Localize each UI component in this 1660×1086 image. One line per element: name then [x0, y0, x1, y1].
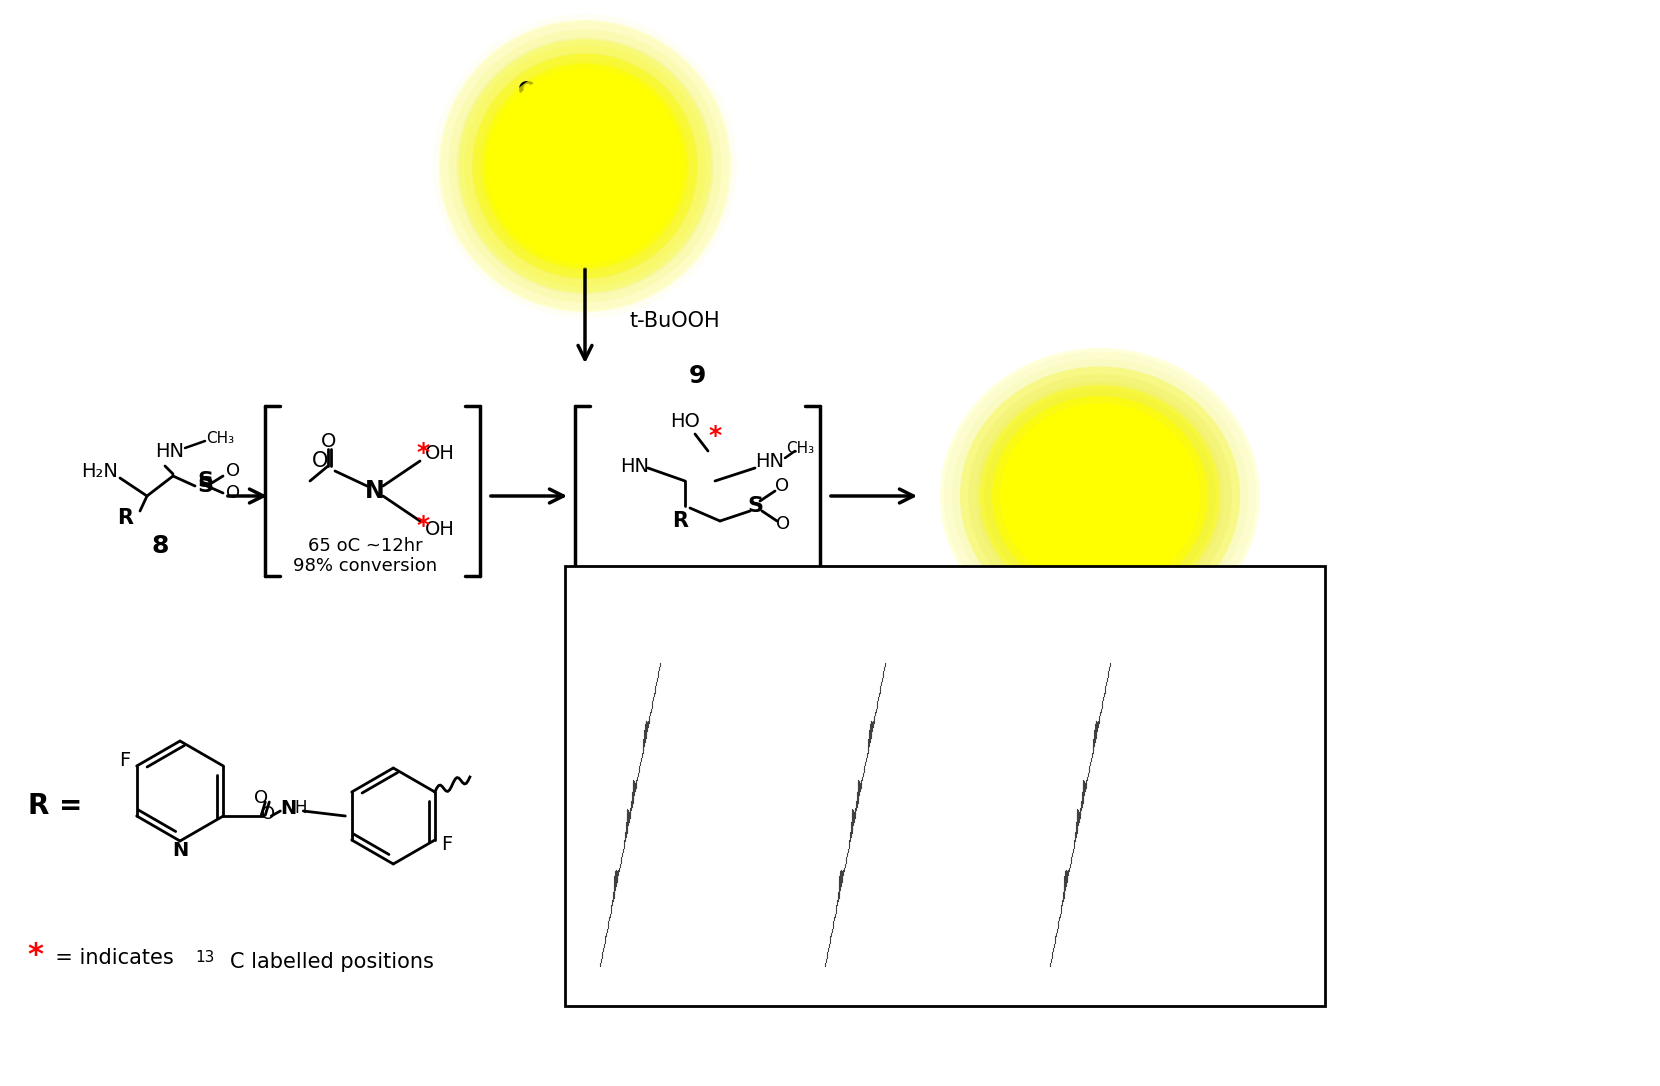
Text: O: O — [226, 484, 241, 502]
Text: 10: 10 — [1082, 599, 1117, 623]
Text: C: C — [1084, 639, 1096, 654]
Text: 3350: 3350 — [1076, 981, 1104, 992]
Text: OH: OH — [425, 519, 455, 539]
Text: 3350: 3350 — [636, 981, 664, 992]
Text: N: N — [173, 842, 188, 860]
Text: 65 oC ~12hr
98% conversion: 65 oC ~12hr 98% conversion — [292, 536, 437, 576]
Ellipse shape — [440, 22, 729, 311]
Text: C labelled positions: C labelled positions — [231, 952, 433, 972]
Text: = indicates: = indicates — [42, 948, 174, 968]
Ellipse shape — [473, 54, 697, 278]
Text: CH₃: CH₃ — [785, 441, 813, 455]
Text: 3350: 3350 — [857, 981, 885, 992]
Text: 3300: 3300 — [807, 981, 833, 992]
Ellipse shape — [448, 29, 722, 303]
Ellipse shape — [488, 68, 682, 264]
Ellipse shape — [480, 61, 691, 272]
Ellipse shape — [458, 39, 712, 293]
Text: *: * — [1116, 424, 1129, 449]
Text: O: O — [261, 805, 276, 823]
Ellipse shape — [438, 20, 732, 313]
Text: *: * — [417, 514, 430, 538]
Ellipse shape — [465, 46, 706, 287]
Text: CH₃: CH₃ — [1154, 445, 1180, 459]
Text: S: S — [1142, 514, 1157, 534]
Ellipse shape — [968, 374, 1232, 618]
Text: HN: HN — [621, 456, 649, 476]
Text: F: F — [442, 835, 453, 855]
Text: O: O — [1160, 525, 1174, 543]
Text: S: S — [198, 471, 212, 491]
Text: O: O — [1160, 508, 1174, 526]
Text: HN: HN — [1014, 456, 1041, 473]
Text: O: O — [312, 451, 329, 471]
Ellipse shape — [457, 37, 714, 294]
Text: *: * — [709, 424, 722, 449]
Text: /G: /G — [1149, 980, 1162, 993]
Text: H₂N: H₂N — [81, 462, 118, 480]
Text: A: A — [644, 639, 656, 654]
Text: CH₃: CH₃ — [206, 430, 234, 445]
Ellipse shape — [993, 396, 1208, 596]
Ellipse shape — [959, 366, 1240, 626]
Ellipse shape — [940, 348, 1260, 644]
Text: 3400: 3400 — [1125, 981, 1154, 992]
Text: HN: HN — [755, 452, 785, 470]
Ellipse shape — [488, 68, 682, 264]
Text: O: O — [518, 81, 536, 101]
Text: HO: HO — [671, 412, 701, 430]
Text: 3400: 3400 — [686, 981, 714, 992]
Ellipse shape — [471, 53, 699, 279]
Ellipse shape — [976, 381, 1223, 610]
Text: O: O — [226, 462, 241, 480]
Ellipse shape — [959, 366, 1240, 626]
Text: 3300: 3300 — [586, 981, 614, 992]
Text: 3300: 3300 — [1026, 981, 1054, 992]
Text: O: O — [254, 790, 269, 807]
Text: H: H — [294, 799, 307, 817]
Ellipse shape — [979, 386, 1220, 607]
Text: t-BuOOH: t-BuOOH — [629, 311, 720, 331]
Ellipse shape — [999, 404, 1200, 589]
Text: R: R — [1026, 515, 1041, 533]
Text: OH: OH — [425, 443, 455, 463]
Text: B: B — [865, 639, 875, 654]
Text: A: A — [659, 746, 669, 760]
Text: R =: R = — [28, 792, 83, 820]
Text: HN: HN — [156, 442, 184, 460]
Ellipse shape — [993, 396, 1208, 596]
Text: N: N — [574, 144, 596, 168]
Text: 92% isolated yield: 92% isolated yield — [1071, 642, 1250, 660]
Text: S: S — [198, 476, 212, 496]
Ellipse shape — [984, 389, 1217, 604]
Text: S: S — [747, 496, 764, 516]
Text: N: N — [365, 479, 385, 503]
Ellipse shape — [999, 404, 1200, 589]
Bar — [564, 566, 1325, 1006]
Text: R: R — [672, 512, 687, 531]
Text: 3400: 3400 — [906, 981, 935, 992]
Text: N: N — [281, 798, 297, 818]
Text: *: * — [417, 441, 430, 465]
Text: 8: 8 — [151, 534, 169, 558]
Text: B: B — [808, 746, 818, 760]
Text: O: O — [775, 515, 790, 533]
Ellipse shape — [483, 64, 687, 268]
Text: 13: 13 — [194, 950, 214, 965]
Text: N: N — [1142, 452, 1159, 472]
Text: F: F — [120, 752, 131, 770]
Text: *: * — [634, 177, 649, 205]
Text: *: * — [27, 942, 43, 971]
Text: C: C — [958, 746, 968, 760]
Text: 9: 9 — [689, 364, 706, 388]
Text: *: * — [639, 108, 654, 135]
Text: R: R — [116, 508, 133, 528]
Text: O: O — [775, 477, 788, 495]
Text: O: O — [322, 431, 337, 451]
Ellipse shape — [951, 359, 1248, 633]
